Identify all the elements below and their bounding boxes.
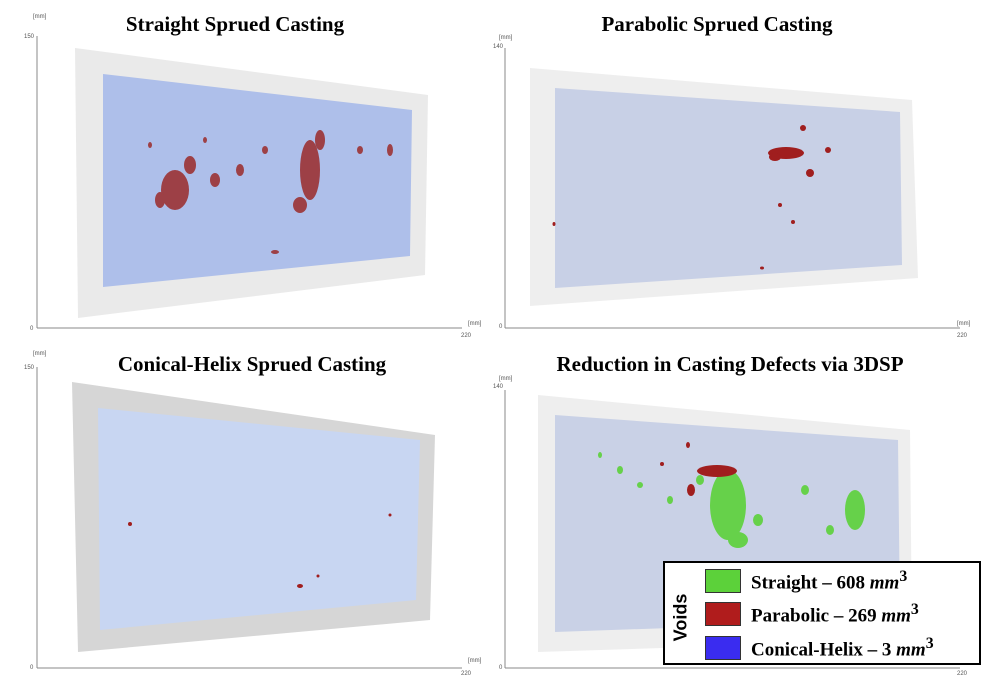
axis-y-min: 0	[499, 665, 503, 671]
axis-y-min: 0	[30, 326, 34, 332]
panel-parabolic: Parabolic Sprued Casting [mm] 140 0 220 …	[493, 0, 1000, 340]
axis-y-max: 140	[493, 384, 504, 390]
panel-title: Straight Sprued Casting	[125, 12, 345, 36]
swatch-straight	[705, 569, 741, 593]
axis-y-min: 0	[30, 665, 34, 671]
legend: Voids Straight – 608 mm3 Parabolic – 269…	[663, 561, 981, 665]
legend-label: Parabolic – 269 mm3	[751, 600, 919, 627]
legend-title-text: Voids	[670, 593, 691, 642]
legend-label: Straight – 608 mm3	[751, 567, 908, 594]
axis-y-max: 140	[493, 44, 504, 50]
legend-item-straight: Straight – 608 mm3	[705, 568, 907, 594]
legend-item-parabolic: Parabolic – 269 mm3	[705, 601, 919, 627]
axis-y-max: 150	[24, 34, 35, 40]
axis-x-max: 220	[461, 333, 472, 339]
panel-straight: Straight Sprued Casting [mm] 150 0 220 […	[0, 0, 500, 340]
axis-x-max: 220	[957, 333, 968, 339]
axis-y-max: 150	[24, 365, 35, 371]
axis-x-max: 220	[957, 671, 968, 677]
axis-x-max: 220	[461, 671, 472, 677]
panel-title: Conical-Helix Sprued Casting	[117, 352, 387, 376]
panel-title: Reduction in Casting Defects via 3DSP	[556, 352, 904, 376]
volume-render-parabolic	[504, 48, 960, 329]
axis-unit-y: [mm]	[33, 351, 47, 357]
panel-title: Parabolic Sprued Casting	[601, 12, 833, 36]
axis-unit-x: [mm]	[957, 321, 971, 327]
volume-render-straight	[36, 36, 462, 329]
axis-unit-y: [mm]	[33, 14, 47, 20]
panel-conical-helix: Conical-Helix Sprued Casting [mm] 150 0 …	[0, 340, 500, 680]
swatch-conical-helix	[705, 636, 741, 660]
axis-unit-y: [mm]	[499, 376, 513, 382]
axis-unit-x: [mm]	[468, 321, 482, 327]
legend-label: Conical-Helix – 3 mm3	[751, 634, 934, 661]
swatch-parabolic	[705, 602, 741, 626]
axis-y-min: 0	[499, 324, 503, 330]
axis-unit-x: [mm]	[468, 658, 482, 664]
volume-render-conical-helix	[36, 367, 462, 669]
axis-unit-y: [mm]	[499, 35, 513, 41]
legend-title: Voids	[669, 585, 699, 645]
legend-item-conical-helix: Conical-Helix – 3 mm3	[705, 635, 934, 661]
